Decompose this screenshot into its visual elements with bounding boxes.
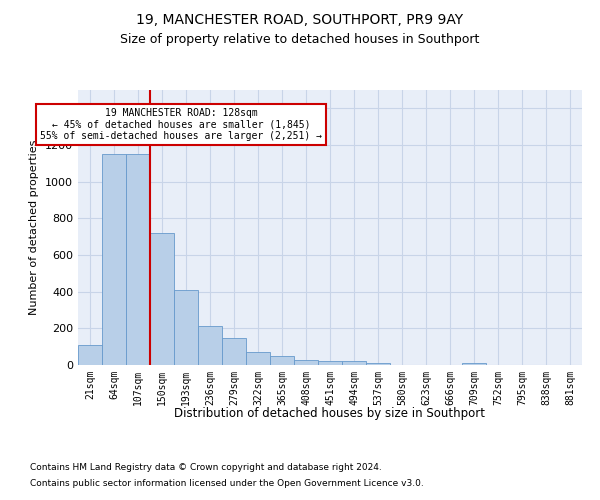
- Text: Distribution of detached houses by size in Southport: Distribution of detached houses by size …: [175, 408, 485, 420]
- Bar: [222, 338, 246, 365]
- Bar: [318, 362, 342, 365]
- Bar: [126, 154, 150, 365]
- Bar: [342, 362, 366, 365]
- Bar: [198, 326, 222, 365]
- Bar: [150, 233, 174, 365]
- Bar: [102, 154, 126, 365]
- Text: Contains HM Land Registry data © Crown copyright and database right 2024.: Contains HM Land Registry data © Crown c…: [30, 464, 382, 472]
- Bar: [174, 290, 198, 365]
- Text: 19, MANCHESTER ROAD, SOUTHPORT, PR9 9AY: 19, MANCHESTER ROAD, SOUTHPORT, PR9 9AY: [136, 12, 464, 26]
- Bar: [294, 360, 318, 365]
- Bar: [366, 363, 390, 365]
- Bar: [78, 346, 102, 365]
- Bar: [270, 356, 294, 365]
- Bar: [246, 352, 270, 365]
- Text: 19 MANCHESTER ROAD: 128sqm
← 45% of detached houses are smaller (1,845)
55% of s: 19 MANCHESTER ROAD: 128sqm ← 45% of deta…: [40, 108, 322, 142]
- Bar: [462, 363, 486, 365]
- Y-axis label: Number of detached properties: Number of detached properties: [29, 140, 40, 315]
- Text: Contains public sector information licensed under the Open Government Licence v3: Contains public sector information licen…: [30, 478, 424, 488]
- Text: Size of property relative to detached houses in Southport: Size of property relative to detached ho…: [121, 32, 479, 46]
